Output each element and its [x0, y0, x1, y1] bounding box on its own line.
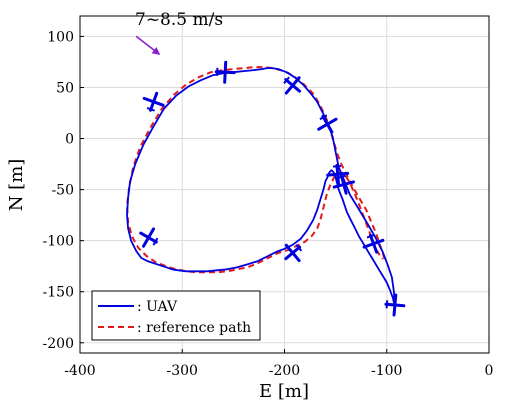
aircraft-markers — [139, 60, 406, 317]
aircraft-icon — [139, 227, 159, 248]
aircraft-wing — [142, 96, 165, 107]
y-tick-label: 50 — [56, 80, 74, 96]
aircraft-wing — [362, 238, 385, 249]
aircraft-icon — [384, 293, 406, 317]
aircraft-tail — [332, 164, 342, 168]
aircraft-wing — [284, 76, 301, 95]
wind-speed-label: 7~8.5 m/s — [135, 10, 223, 30]
aircraft-icon — [214, 60, 236, 84]
y-tick-label: 100 — [47, 29, 74, 45]
aircraft-icon — [362, 233, 385, 254]
x-tick-label: -200 — [269, 363, 300, 379]
x-tick-label: -300 — [167, 363, 198, 379]
aircraft-wing — [284, 243, 301, 263]
y-axis-label: N [m] — [6, 159, 27, 212]
y-tick-label: 0 — [65, 132, 74, 148]
aircraft-icon — [326, 163, 350, 185]
aircraft-icon — [283, 76, 302, 95]
x-tick-label: 0 — [485, 363, 494, 379]
aircraft-wing — [317, 117, 338, 131]
legend-box — [91, 290, 261, 341]
aircraft-wing — [326, 171, 350, 177]
aircraft-tail — [385, 300, 389, 309]
aircraft-icon — [317, 114, 338, 134]
aircraft-wing — [142, 227, 155, 248]
y-tick-label: -150 — [43, 285, 74, 301]
legend-label-uav: : UAV — [137, 299, 178, 315]
uav-path-line — [126, 67, 396, 308]
aircraft-wing — [332, 180, 355, 189]
y-tick-label: -50 — [51, 183, 74, 199]
legend: : UAV : reference path — [91, 290, 261, 341]
x-tick-label: -400 — [64, 363, 95, 379]
ticks: -400 -300 -200 -100 0 100 50 0 -50 -100 -150 -200 — [43, 29, 494, 379]
aircraft-tail — [152, 237, 159, 246]
legend-label-reference: : reference path — [137, 320, 251, 336]
y-tick-label: -200 — [43, 336, 74, 352]
aircraft-wing — [392, 293, 398, 317]
aircraft-tail — [146, 107, 155, 112]
aircraft-tail — [295, 244, 303, 252]
aircraft-wing — [223, 60, 228, 84]
x-axis-label: E [m] — [259, 381, 309, 402]
aircraft-tail — [366, 233, 375, 239]
y-tick-label: -100 — [43, 234, 74, 250]
aircraft-tail — [283, 76, 290, 84]
wind-annotation: 7~8.5 m/s — [135, 10, 223, 56]
aircraft-icon — [284, 243, 303, 263]
x-tick-label: -100 — [371, 363, 402, 379]
wind-direction-arrow — [135, 35, 161, 56]
aircraft-tail — [319, 114, 328, 121]
aircraft-icon — [142, 91, 165, 112]
